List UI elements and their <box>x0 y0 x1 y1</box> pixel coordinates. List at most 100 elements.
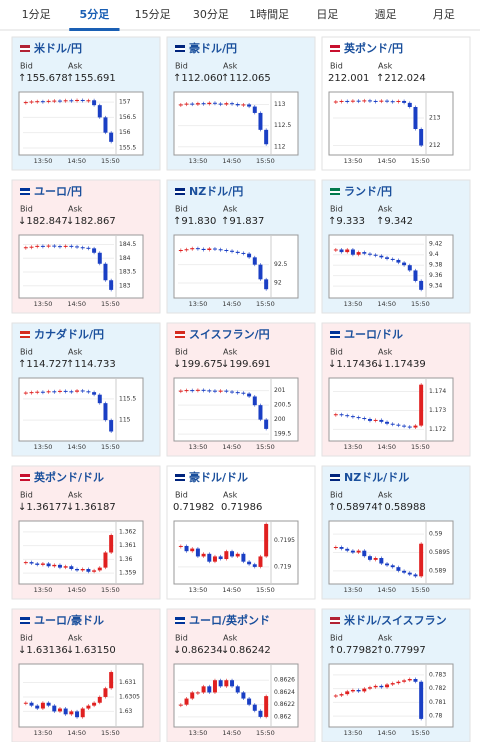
candle <box>264 419 269 429</box>
pair-name[interactable]: ランド/円 <box>344 185 392 198</box>
ask-label: Ask <box>68 491 83 500</box>
candle <box>362 688 367 692</box>
tab-underline <box>69 28 120 31</box>
candle <box>195 103 200 105</box>
pair-name[interactable]: 豪ドル/ドル <box>189 470 248 484</box>
candle <box>258 405 263 420</box>
ask-value: 0.71986 <box>221 502 262 513</box>
bid-label: Bid <box>20 491 33 500</box>
candle <box>86 100 91 102</box>
candle <box>385 421 390 424</box>
tab[interactable]: 1時間足 <box>249 8 289 21</box>
candle <box>241 252 246 254</box>
candle <box>230 103 235 105</box>
flag-stripe <box>175 48 185 50</box>
candle <box>373 558 378 560</box>
candle <box>379 558 384 564</box>
x-tick-label: 15:50 <box>256 443 275 451</box>
candle <box>258 556 263 567</box>
candle <box>419 681 424 719</box>
candle <box>230 250 235 252</box>
flag-stripe <box>20 191 30 193</box>
pair-name[interactable]: カナダドル/円 <box>34 327 104 341</box>
candle <box>212 248 217 250</box>
bid-label: Bid <box>330 491 343 500</box>
pair-name[interactable]: NZドル/ドル <box>344 471 409 484</box>
candle <box>103 688 108 697</box>
tab[interactable]: 30分足 <box>193 8 229 21</box>
tab[interactable]: 月足 <box>433 8 455 21</box>
candle <box>247 253 252 258</box>
pair-name[interactable]: ユーロ/豪ドル <box>34 613 104 627</box>
candle <box>224 250 229 251</box>
x-tick-label: 14:50 <box>67 300 86 308</box>
x-tick-label: 13:50 <box>34 300 53 308</box>
candle <box>178 704 183 706</box>
pair-name[interactable]: 英ポンド/ドル <box>33 470 104 484</box>
candle <box>264 696 269 717</box>
bid-value: ↓1.36177 <box>18 502 68 513</box>
candle <box>212 680 217 693</box>
pair-name[interactable]: NZドル/円 <box>189 185 243 198</box>
candle <box>379 419 384 422</box>
candle <box>46 245 51 247</box>
candle <box>385 100 390 102</box>
bid-value: ↓0.86234 <box>173 645 223 656</box>
candle <box>52 391 57 393</box>
bid-value: ↑0.77982 <box>328 645 378 656</box>
pair-name[interactable]: ユーロ/円 <box>34 185 82 198</box>
candle <box>23 247 28 249</box>
ask-value: ↓1.63150 <box>66 645 116 656</box>
candle <box>201 248 206 250</box>
pair-name[interactable]: 米ドル/スイスフラン <box>343 613 447 627</box>
x-tick-label: 15:50 <box>101 443 120 451</box>
candle <box>218 556 223 560</box>
candle <box>23 562 28 564</box>
pair-name[interactable]: ユーロ/ドル <box>344 328 403 341</box>
candle <box>97 567 102 571</box>
bid-value: 212.001 <box>328 73 369 84</box>
y-tick-label: 0.7195 <box>274 537 295 544</box>
candle <box>224 390 229 392</box>
y-tick-label: 155.5 <box>119 144 136 151</box>
ask-value: ↑112.065 <box>221 73 271 84</box>
candle <box>190 248 195 250</box>
candle <box>92 248 97 253</box>
candle <box>402 262 407 266</box>
tab[interactable]: 週足 <box>375 8 397 21</box>
tab[interactable]: 5分足 <box>80 7 111 21</box>
y-tick-label: 1.361 <box>119 542 136 549</box>
candle <box>184 249 189 251</box>
candle <box>75 99 80 101</box>
x-tick-label: 15:50 <box>101 300 120 308</box>
candle <box>247 561 252 565</box>
y-tick-label: 1.362 <box>119 528 136 535</box>
candle <box>218 680 223 687</box>
tab[interactable]: 1分足 <box>22 8 51 21</box>
tab[interactable]: 日足 <box>316 8 338 21</box>
candle <box>80 708 85 718</box>
y-tick-label: 156 <box>119 129 131 136</box>
tab[interactable]: 15分足 <box>135 8 171 21</box>
candle <box>362 418 367 420</box>
y-tick-label: 112.5 <box>274 122 291 129</box>
ask-label: Ask <box>68 634 83 643</box>
pair-name[interactable]: ユーロ/英ポンド <box>189 613 270 627</box>
pair-name[interactable]: スイスフラン/円 <box>189 328 270 341</box>
candle <box>46 100 51 102</box>
candle <box>40 391 45 393</box>
candle <box>419 280 424 290</box>
pair-name[interactable]: 米ドル/円 <box>33 41 82 55</box>
ask-label: Ask <box>378 491 393 500</box>
candle <box>402 425 407 427</box>
pair-name[interactable]: 英ポンド/円 <box>343 41 403 55</box>
candle <box>373 100 378 102</box>
candle <box>367 100 372 102</box>
y-tick-label: 0.59 <box>429 531 443 538</box>
candle <box>103 403 108 421</box>
candle <box>407 572 412 575</box>
candle <box>35 391 40 393</box>
y-tick-label: 1.172 <box>429 426 446 433</box>
candle <box>184 698 189 705</box>
pair-name[interactable]: 豪ドル/円 <box>189 41 237 55</box>
